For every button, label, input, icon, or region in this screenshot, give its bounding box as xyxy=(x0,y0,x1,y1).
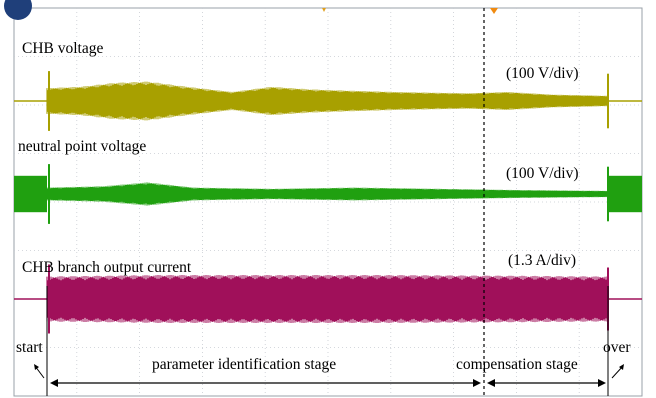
compensation-stage-label: compensation stage xyxy=(456,356,578,373)
chb-voltage-scale: (100 V/div) xyxy=(506,65,579,82)
parameter-identification-stage-label: parameter identification stage xyxy=(152,356,337,373)
trigger-marker-icon xyxy=(490,8,498,14)
neutral-point-voltage-label: neutral point voltage xyxy=(18,138,147,155)
trace-1 xyxy=(14,164,642,224)
arrowhead-icon xyxy=(473,379,481,387)
neutral-point-voltage-scale: (100 V/div) xyxy=(506,165,579,182)
branch-current-label: CHB branch output current xyxy=(22,259,192,276)
trace-waveform xyxy=(46,81,609,121)
arrowhead-icon xyxy=(50,379,58,387)
trace-post-segment xyxy=(608,175,642,213)
arrowhead-icon xyxy=(487,379,495,387)
trace-0 xyxy=(14,71,642,131)
trace-waveform xyxy=(46,275,609,323)
arrowhead-icon xyxy=(598,379,606,387)
trigger-marker-icon xyxy=(322,8,326,12)
arrowhead-icon xyxy=(619,364,624,370)
branch-current-scale: (1.3 A/div) xyxy=(508,252,577,269)
arrowhead-icon xyxy=(34,364,39,370)
trace-waveform xyxy=(46,182,609,206)
channel-badge-icon xyxy=(4,0,32,20)
stage-markers xyxy=(34,8,624,396)
trace-pre-segment xyxy=(14,175,47,213)
chb-voltage-label: CHB voltage xyxy=(22,40,104,57)
traces xyxy=(14,71,642,334)
over-label: over xyxy=(603,339,631,356)
start-label: start xyxy=(16,339,43,356)
